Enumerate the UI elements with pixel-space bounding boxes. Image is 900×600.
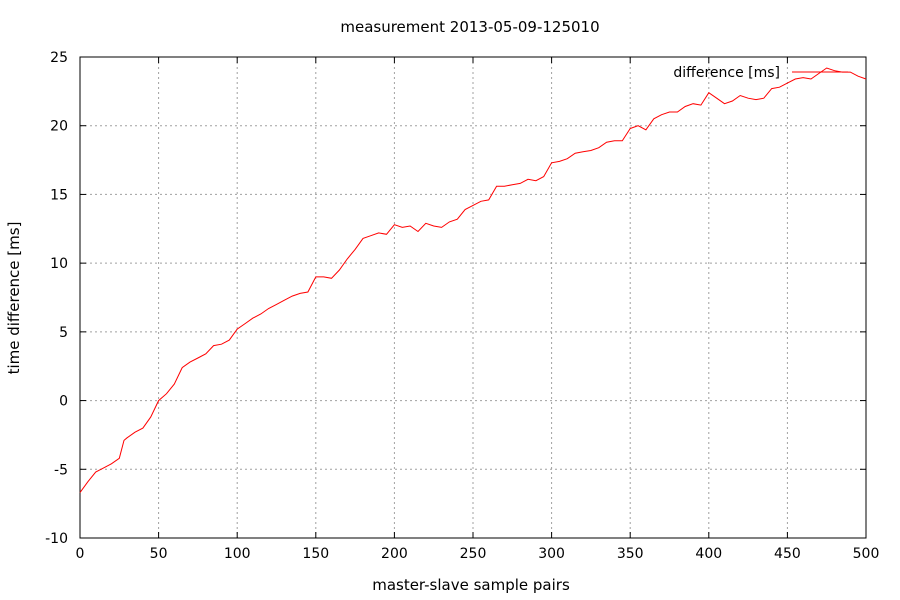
y-tick-label: -5	[54, 462, 68, 478]
y-tick-label: 0	[59, 394, 68, 410]
x-tick-label: 500	[853, 546, 880, 562]
x-tick-label: 300	[538, 546, 565, 562]
series-line	[79, 67, 867, 493]
y-tick-label: 5	[59, 325, 68, 341]
legend: difference [ms]	[673, 65, 848, 81]
y-axis-title: time difference [ms]	[5, 222, 23, 375]
x-tick-label: 50	[150, 546, 168, 562]
axis-ticks: 0 50 100 150 200 250 300 350 400 450 500 -10 -5 0 5 10 1…	[45, 50, 879, 562]
chart-title: measurement 2013-05-09-125010	[340, 18, 599, 36]
x-tick-label: 350	[617, 546, 644, 562]
grid	[80, 57, 866, 538]
x-tick-label: 450	[774, 546, 801, 562]
series-layer	[79, 67, 867, 493]
y-tick-label: -10	[45, 531, 68, 547]
y-tick-label: 20	[50, 119, 68, 135]
x-axis-title: master-slave sample pairs	[372, 576, 570, 594]
legend-label: difference [ms]	[673, 65, 780, 81]
x-tick-label: 200	[381, 546, 408, 562]
x-tick-label: 400	[695, 546, 722, 562]
y-tick-label: 15	[50, 187, 68, 203]
y-tick-label: 25	[50, 50, 68, 66]
x-tick-label: 250	[460, 546, 487, 562]
x-tick-label: 150	[302, 546, 329, 562]
x-tick-label: 0	[76, 546, 85, 562]
y-tick-label: 10	[50, 256, 68, 272]
x-tick-label: 100	[224, 546, 251, 562]
